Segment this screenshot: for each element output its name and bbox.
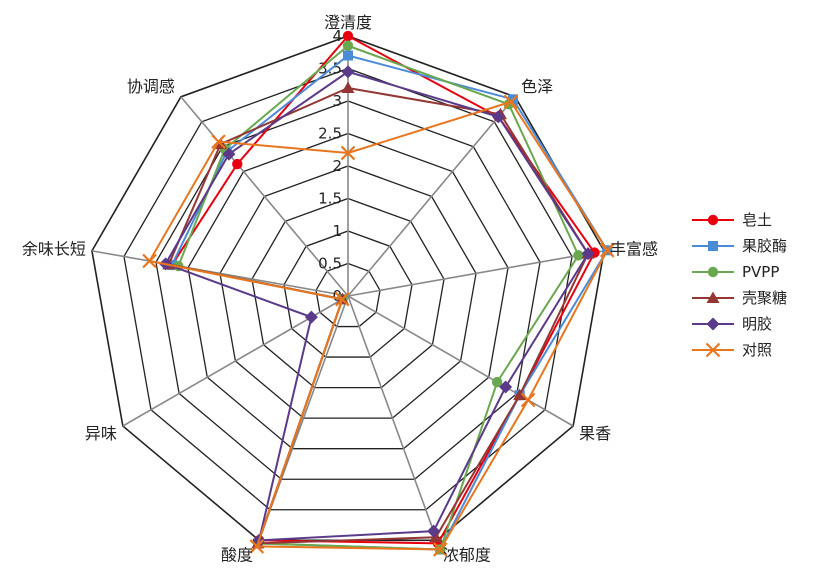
data-point xyxy=(491,110,505,124)
radar-series xyxy=(142,30,615,557)
data-point xyxy=(343,50,353,61)
spoke-2 xyxy=(347,250,605,297)
spoke-1 xyxy=(347,96,516,297)
data-point xyxy=(581,247,595,261)
axis-label: 酸度 xyxy=(221,545,253,564)
data-point xyxy=(335,291,350,307)
grid-ring-7 xyxy=(123,67,573,511)
series-line xyxy=(147,100,609,551)
axis-label: 丰富感 xyxy=(610,239,658,258)
spoke-7 xyxy=(91,250,349,297)
data-point xyxy=(222,147,236,161)
radar-tick-labels: 00.511.522.533.54 xyxy=(318,27,342,305)
grid-ring-2 xyxy=(283,230,413,358)
legend-marker xyxy=(707,266,719,278)
grid-ring-6 xyxy=(155,100,541,480)
series-line xyxy=(167,86,590,545)
data-point xyxy=(599,243,615,258)
tick-label: 3 xyxy=(332,92,342,110)
legend-label: 壳聚糖 xyxy=(742,289,787,307)
spoke-3 xyxy=(347,295,574,427)
data-point xyxy=(142,253,157,269)
legend-item: 壳聚糖 xyxy=(692,289,787,307)
data-point xyxy=(342,40,354,51)
axis-label: 异味 xyxy=(85,424,117,443)
axis-label: 色泽 xyxy=(521,77,553,96)
data-point xyxy=(341,81,355,93)
data-point xyxy=(499,380,513,394)
legend-item: 对照 xyxy=(692,341,772,359)
axis-label: 果香 xyxy=(579,424,611,443)
tick-label: 1 xyxy=(332,222,342,240)
data-point xyxy=(249,539,265,554)
data-point xyxy=(513,388,527,401)
legend-item: 明胶 xyxy=(692,315,772,333)
data-point xyxy=(432,542,448,557)
legend-label: 对照 xyxy=(742,341,772,359)
data-point xyxy=(211,134,226,149)
spoke-8 xyxy=(180,96,349,297)
legend-item: PVPP xyxy=(692,263,779,281)
data-point xyxy=(491,376,503,388)
grid-ring-3 xyxy=(251,197,445,389)
axis-label: 协调感 xyxy=(127,77,175,96)
radar-grid xyxy=(91,35,605,542)
grid-ring-1 xyxy=(315,262,381,328)
tick-label: 1.5 xyxy=(318,190,342,208)
legend-item: 皂土 xyxy=(692,211,772,229)
legend-marker xyxy=(707,214,719,226)
legend-item: 果胶酶 xyxy=(692,237,787,255)
data-point xyxy=(573,250,584,261)
data-point xyxy=(520,392,536,408)
tick-label: 0 xyxy=(332,287,342,305)
data-point xyxy=(429,530,443,543)
legend-label: 果胶酶 xyxy=(742,237,787,255)
series-line xyxy=(170,54,609,551)
legend-marker xyxy=(708,241,718,251)
tick-label: 4 xyxy=(332,27,342,45)
axis-label: 浓郁度 xyxy=(443,545,491,564)
tick-label: 0.5 xyxy=(318,255,342,273)
spoke-4 xyxy=(347,295,438,541)
tick-label: 2 xyxy=(332,157,342,175)
axis-label: 澄清度 xyxy=(324,13,372,32)
series-line xyxy=(164,70,590,542)
legend-marker xyxy=(706,291,720,303)
legend-marker xyxy=(705,342,721,358)
data-point xyxy=(340,145,356,161)
grid-ring-5 xyxy=(187,132,509,450)
legend-label: 明胶 xyxy=(742,315,772,333)
series-5 xyxy=(142,94,615,557)
data-point xyxy=(427,524,441,538)
legend-label: 皂土 xyxy=(742,211,772,229)
series-line xyxy=(176,44,580,551)
grid-ring-4 xyxy=(219,165,477,419)
data-point xyxy=(503,94,519,110)
tick-label: 2.5 xyxy=(318,125,342,143)
data-point xyxy=(341,65,355,79)
data-point xyxy=(342,30,354,42)
axis-label: 余味长短 xyxy=(22,239,86,258)
legend-marker xyxy=(706,317,720,331)
legend-label: PVPP xyxy=(742,263,779,281)
data-point xyxy=(232,158,243,170)
data-point xyxy=(304,310,318,324)
